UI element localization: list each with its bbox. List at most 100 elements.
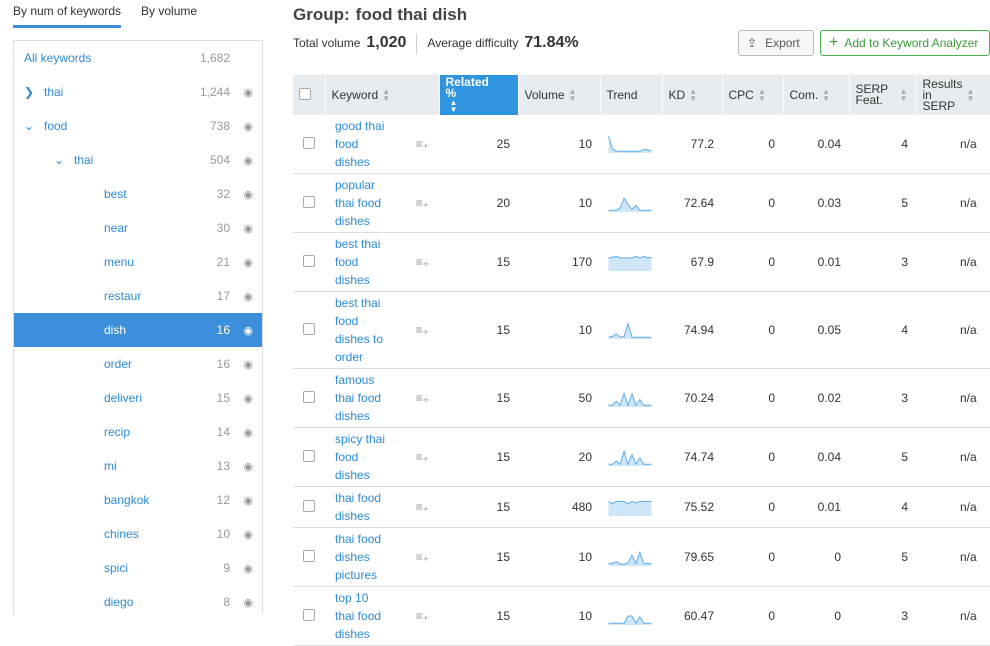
column-header-2[interactable]: Volume ▲ ▼ <box>518 75 601 115</box>
keyword-link[interactable]: best thai food dishes to order <box>335 294 405 366</box>
column-header-1[interactable]: Related %▲ ▼ <box>439 75 519 115</box>
tree-item-diego[interactable]: diego 8 ◉ <box>14 585 262 619</box>
tree-item-best[interactable]: best 32 ◉ <box>14 177 262 211</box>
serp-features: 3 <box>849 232 916 292</box>
tree-item-label: order <box>104 357 133 371</box>
sort-icon[interactable]: ▲ ▼ <box>757 87 766 103</box>
add-to-list-icon[interactable]: ≡₊ <box>415 391 429 405</box>
eye-icon[interactable]: ◉ <box>243 86 253 99</box>
keyword-link[interactable]: top 10 thai food dishes <box>335 589 405 643</box>
eye-icon[interactable]: ◉ <box>243 426 253 439</box>
eye-icon[interactable]: ◉ <box>243 256 253 269</box>
keyword-link[interactable]: spicy thai food dishes <box>335 430 405 484</box>
add-to-list-icon[interactable]: ≡₊ <box>415 255 429 269</box>
add-to-list-icon[interactable]: ≡₊ <box>415 550 429 564</box>
row-checkbox[interactable] <box>303 549 315 562</box>
tree-item-menu[interactable]: menu 21 ◉ <box>14 245 262 279</box>
row-checkbox[interactable] <box>303 322 315 335</box>
tree-item-spici[interactable]: spici 9 ◉ <box>14 551 262 585</box>
column-header-8[interactable]: Results in SERP▲ ▼ <box>916 75 990 115</box>
chevron-down-icon[interactable]: ⌄ <box>54 153 65 167</box>
tree-item-deliveri[interactable]: deliveri 15 ◉ <box>14 381 262 415</box>
keyword-line: dishes <box>335 155 370 169</box>
trend-sparkline <box>608 550 652 566</box>
keyword-link[interactable]: popular thai food dishes <box>335 176 405 230</box>
eye-icon[interactable]: ◉ <box>243 494 253 507</box>
tree-item-near[interactable]: near 30 ◉ <box>14 211 262 245</box>
eye-icon[interactable]: ◉ <box>243 154 253 167</box>
row-checkbox[interactable] <box>303 449 315 462</box>
eye-icon[interactable]: ◉ <box>243 222 253 235</box>
keyword-link[interactable]: good thai food dishes <box>335 117 405 171</box>
tree-item-order[interactable]: order 16 ◉ <box>14 347 262 381</box>
keyword-line: dishes <box>335 509 370 523</box>
sort-icon[interactable]: ▲ ▼ <box>966 87 975 103</box>
row-checkbox[interactable] <box>303 195 315 208</box>
row-checkbox[interactable] <box>303 136 315 149</box>
tree-item-All keywords[interactable]: All keywords 1,682 <box>14 41 262 75</box>
eye-icon[interactable]: ◉ <box>243 324 253 337</box>
column-header-4[interactable]: KD ▲ ▼ <box>662 75 723 115</box>
volume: 50 <box>518 368 600 428</box>
keyword-line: dishes to <box>335 332 384 346</box>
header-select-all[interactable] <box>293 75 326 115</box>
tree-item-recip[interactable]: recip 14 ◉ <box>14 415 262 449</box>
column-header-7[interactable]: SERP Feat. ▲ ▼ <box>849 75 917 115</box>
eye-icon[interactable]: ◉ <box>243 188 253 201</box>
column-header-5[interactable]: CPC ▲ ▼ <box>722 75 784 115</box>
eye-icon[interactable]: ◉ <box>243 290 253 303</box>
tab-by-num-keywords[interactable]: By num of keywords <box>13 0 122 28</box>
tree-item-restaur[interactable]: restaur 17 ◉ <box>14 279 262 313</box>
add-to-keyword-analyzer-button[interactable]: + Add to Keyword Analyzer <box>820 30 990 56</box>
eye-icon[interactable]: ◉ <box>243 120 253 133</box>
tree-item-thai[interactable]: ❯ thai 1,244 ◉ <box>14 75 262 109</box>
sort-icon[interactable]: ▲ ▼ <box>899 87 908 103</box>
column-header-0[interactable]: Keyword ▲ ▼ <box>325 75 440 115</box>
tab-by-volume[interactable]: By volume <box>141 4 198 18</box>
eye-icon[interactable]: ◉ <box>243 460 253 473</box>
keyword-link[interactable]: famous thai food dishes <box>335 371 405 425</box>
add-to-list-icon[interactable]: ≡₊ <box>415 500 429 514</box>
add-to-list-icon[interactable]: ≡₊ <box>415 137 429 151</box>
eye-icon[interactable]: ◉ <box>243 358 253 371</box>
add-to-list-icon[interactable]: ≡₊ <box>415 450 429 464</box>
trend-sparkline <box>608 321 652 339</box>
tree-item-count: 14 <box>216 425 230 439</box>
add-to-list-icon[interactable]: ≡₊ <box>415 609 429 623</box>
tree-item-chines[interactable]: chines 10 ◉ <box>14 517 262 551</box>
tree-item-count: 13 <box>216 459 230 473</box>
sort-icon[interactable]: ▲ ▼ <box>382 87 391 103</box>
tree-item-dish[interactable]: dish 16 ◉ <box>14 313 262 347</box>
tree-item-count: 8 <box>223 595 230 609</box>
column-header-3[interactable]: Trend <box>600 75 663 115</box>
sort-icon[interactable]: ▲ ▼ <box>449 98 458 114</box>
keyword-line: best thai <box>335 296 381 310</box>
row-checkbox[interactable] <box>303 254 315 267</box>
sort-icon[interactable]: ▲ ▼ <box>568 87 577 103</box>
eye-icon[interactable]: ◉ <box>243 528 253 541</box>
keyword-link[interactable]: best thai food dishes <box>335 235 405 289</box>
eye-icon[interactable]: ◉ <box>243 392 253 405</box>
tree-item-food[interactable]: ⌄ food 738 ◉ <box>14 109 262 143</box>
row-checkbox[interactable] <box>303 499 315 512</box>
tree-item-mi[interactable]: mi 13 ◉ <box>14 449 262 483</box>
select-all-checkbox[interactable] <box>299 88 311 100</box>
column-header-6[interactable]: Com. ▲ ▼ <box>783 75 850 115</box>
keyword-link[interactable]: thai food dishes <box>335 489 405 525</box>
sort-icon[interactable]: ▲ ▼ <box>822 87 831 103</box>
export-button[interactable]: ⇪ Export <box>738 30 814 56</box>
chevron-right-icon[interactable]: ❯ <box>24 85 35 99</box>
row-checkbox[interactable] <box>303 608 315 621</box>
row-checkbox[interactable] <box>303 390 315 403</box>
add-to-list-icon[interactable]: ≡₊ <box>415 196 429 210</box>
keyword-link[interactable]: thai food dishes pictures <box>335 530 405 584</box>
eye-icon[interactable]: ◉ <box>243 596 253 609</box>
competition: 0.01 <box>783 232 849 292</box>
chevron-down-icon[interactable]: ⌄ <box>24 119 35 133</box>
add-to-list-icon[interactable]: ≡₊ <box>415 323 429 337</box>
eye-icon[interactable]: ◉ <box>243 562 253 575</box>
trend-area <box>608 451 652 466</box>
sort-icon[interactable]: ▲ ▼ <box>689 87 698 103</box>
tree-item-bangkok[interactable]: bangkok 12 ◉ <box>14 483 262 517</box>
tree-item-thai[interactable]: ⌄ thai 504 ◉ <box>14 143 262 177</box>
